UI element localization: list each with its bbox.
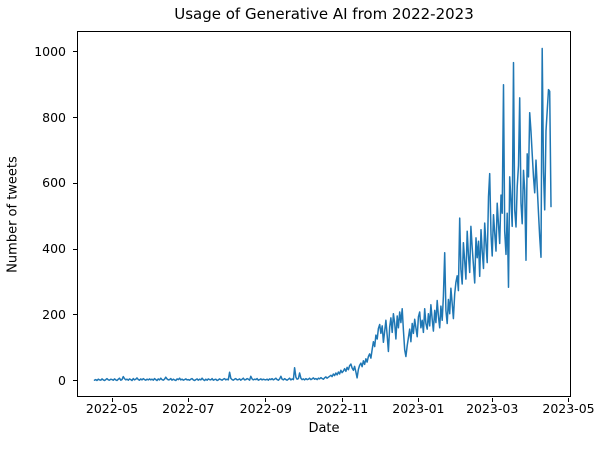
x-tick-label: 2023-05 <box>542 401 595 416</box>
y-tick-label: 400 <box>42 241 66 257</box>
series-line <box>93 47 552 382</box>
x-tick <box>187 398 189 402</box>
x-tick-label: 2023-01 <box>392 401 445 416</box>
x-tick <box>417 398 419 402</box>
y-tick-label: 600 <box>42 175 66 191</box>
x-tick <box>265 398 267 402</box>
x-tick-label: 2022-09 <box>239 401 292 416</box>
y-axis-label: Number of tweets <box>5 156 21 273</box>
y-tick-label: 800 <box>42 109 66 125</box>
y-tick-label: 200 <box>42 306 66 322</box>
x-tick <box>341 398 343 402</box>
x-tick-label: 2022-07 <box>162 401 215 416</box>
x-axis-label: Date <box>308 421 340 436</box>
x-tick-label: 2022-05 <box>85 401 139 416</box>
x-tick <box>491 398 493 402</box>
y-tick <box>73 182 77 184</box>
y-tick <box>73 248 77 250</box>
y-tick <box>73 51 77 53</box>
y-tick <box>73 380 77 382</box>
y-tick <box>73 314 77 316</box>
y-tick-label: 1000 <box>34 43 66 59</box>
y-tick-label: 0 <box>58 372 66 388</box>
x-tick <box>568 398 569 402</box>
line-series <box>93 47 552 382</box>
x-tick-label: 2022-11 <box>315 401 369 416</box>
x-tick-label: 2023-03 <box>466 401 519 416</box>
chart-title: Usage of Generative AI from 2022-2023 <box>174 5 474 23</box>
x-tick <box>111 398 113 402</box>
y-tick <box>73 117 77 118</box>
